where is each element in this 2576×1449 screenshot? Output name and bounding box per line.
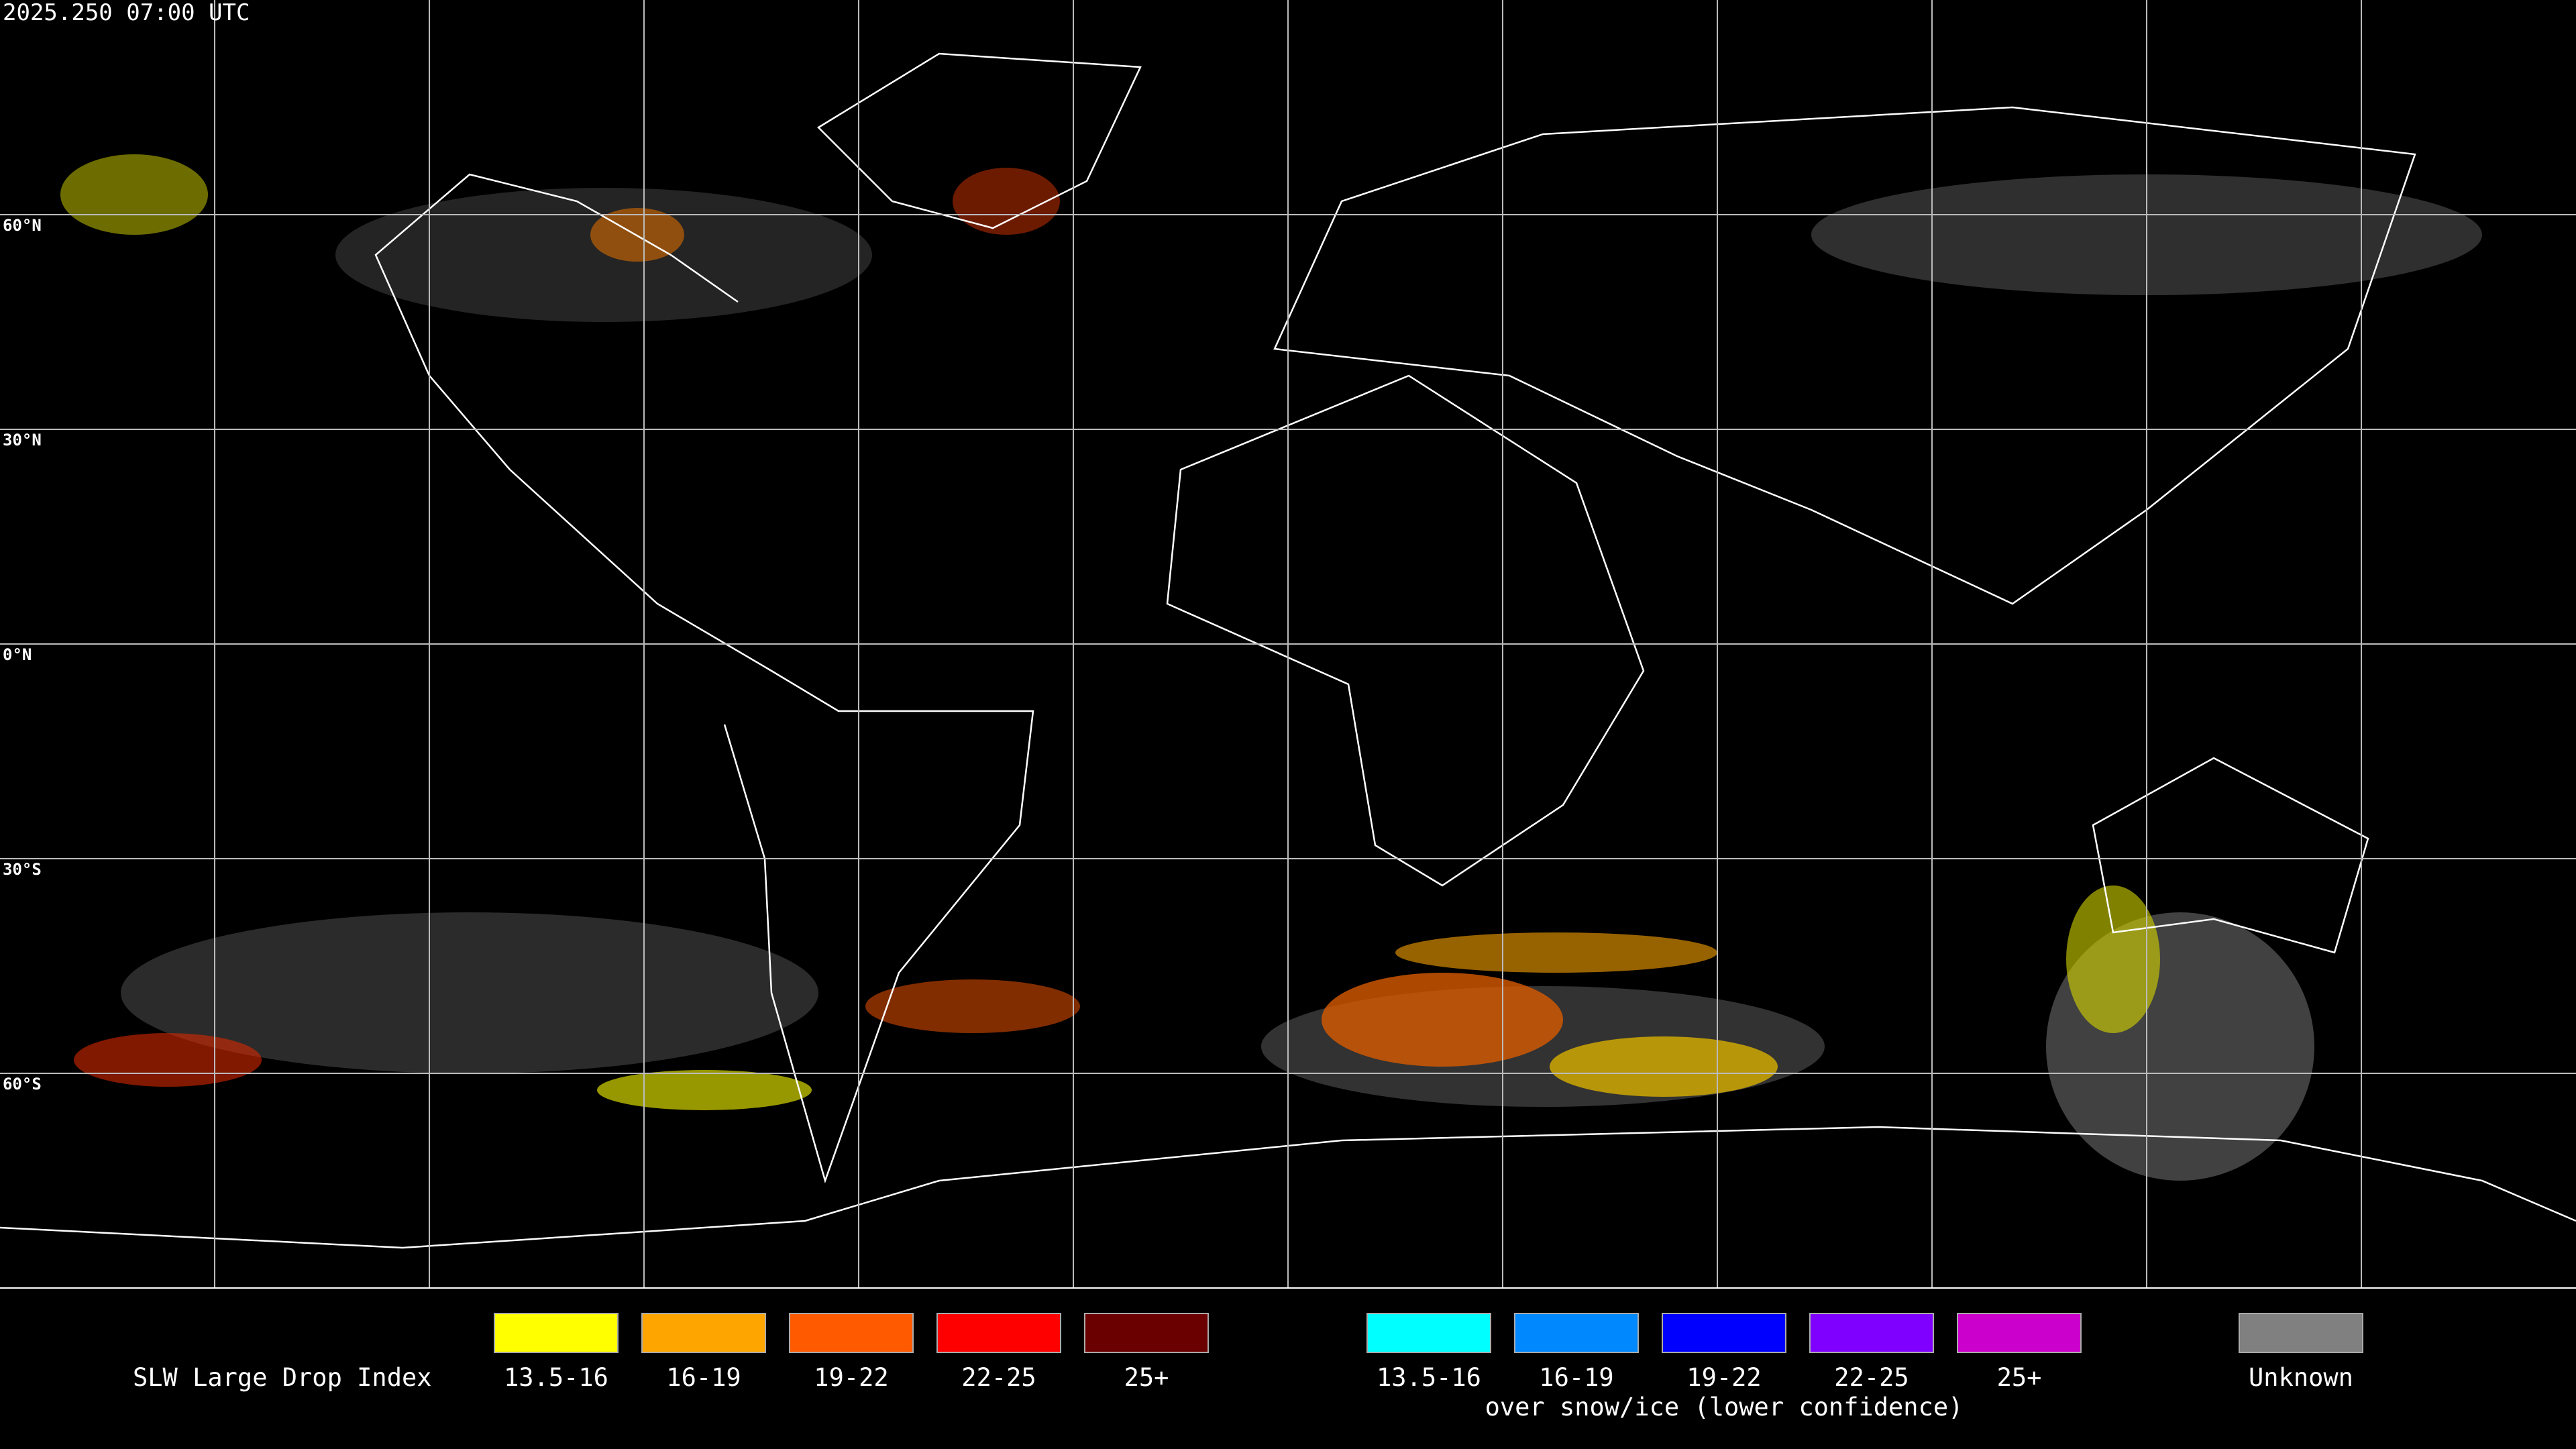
legend-label: 25+ <box>1124 1363 1169 1392</box>
legend: 13.5-16 16-19 19-22 22-25 25+ 13.5-16 16-19 19-… <box>494 1313 2363 1421</box>
latitude-label: 0°N <box>3 645 32 664</box>
legend-swatch <box>936 1313 1061 1353</box>
legend-label: 16-19 <box>666 1363 741 1392</box>
legend-label: 19-22 <box>814 1363 888 1392</box>
legend-title: SLW Large Drop Index <box>133 1363 432 1392</box>
legend-swatch <box>1366 1313 1491 1353</box>
legend-label: 19-22 <box>1686 1363 1761 1392</box>
legend-swatch <box>494 1313 619 1353</box>
legend-label: Unknown <box>2249 1363 2353 1392</box>
legend-swatch <box>641 1313 766 1353</box>
latitude-label: 60°S <box>3 1075 42 1093</box>
legend-label: 25+ <box>1997 1363 2042 1392</box>
legend-label: 13.5-16 <box>1377 1363 1481 1392</box>
legend-swatch <box>1957 1313 2082 1353</box>
latitude-label: 60°N <box>3 216 42 235</box>
legend-caption: over snow/ice (lower confidence) <box>1485 1393 1964 1421</box>
latitude-label: 30°N <box>3 431 42 449</box>
legend-swatch <box>1809 1313 1934 1353</box>
legend-swatch <box>1084 1313 1209 1353</box>
legend-swatch <box>1514 1313 1639 1353</box>
legend-swatch <box>2239 1313 2363 1353</box>
graticule: 60°N 30°N 0°N 30°S 60°S <box>0 0 2576 1288</box>
timestamp: 2025.250 07:00 UTC <box>3 0 250 26</box>
legend-swatch <box>1662 1313 1786 1353</box>
legend-label: 13.5-16 <box>504 1363 608 1392</box>
latitude-label: 30°S <box>3 860 42 879</box>
legend-label: 22-25 <box>1834 1363 1909 1392</box>
legend-label: 16-19 <box>1539 1363 1613 1392</box>
legend-label: 22-25 <box>961 1363 1036 1392</box>
legend-swatch <box>789 1313 914 1353</box>
